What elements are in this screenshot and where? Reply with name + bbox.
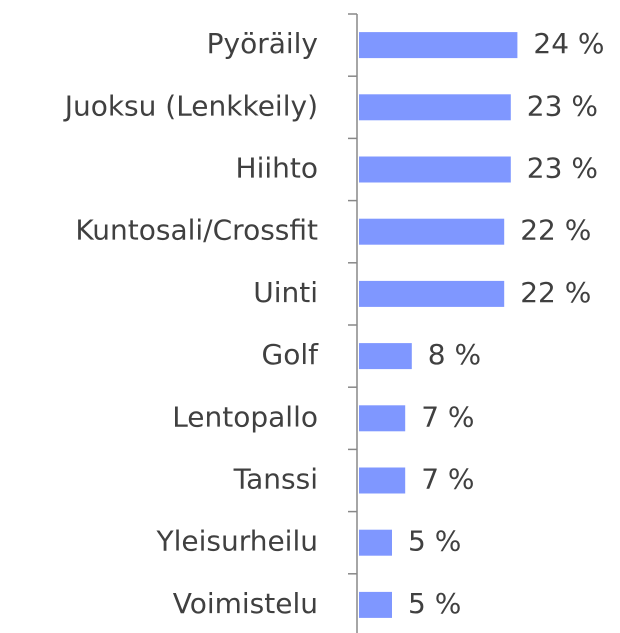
value-label: 7 % (421, 400, 474, 433)
value-label: 22 % (520, 214, 591, 247)
category-label: Voimistelu (173, 587, 318, 620)
value-label: 5 % (408, 525, 461, 558)
bar (359, 591, 392, 618)
bar (359, 280, 505, 307)
value-label: 23 % (527, 89, 598, 122)
bar (359, 467, 406, 494)
bar (359, 343, 412, 370)
bar (359, 32, 518, 59)
category-label: Golf (262, 338, 320, 371)
bar (359, 405, 406, 432)
value-label: 23 % (527, 152, 598, 185)
value-label: 24 % (533, 27, 604, 60)
category-label: Lentopallo (172, 400, 318, 433)
value-label: 5 % (408, 587, 461, 620)
bar (359, 94, 511, 121)
category-label: Tanssi (233, 463, 318, 496)
bar (359, 529, 392, 556)
category-label: Pyöräily (207, 27, 318, 60)
category-label: Yleisurheilu (155, 525, 318, 558)
category-label: Uinti (253, 276, 318, 309)
bar (359, 218, 505, 245)
value-label: 8 % (428, 338, 481, 371)
category-label: Kuntosali/Crossfit (75, 214, 318, 247)
value-label: 7 % (421, 463, 474, 496)
value-label: 22 % (520, 276, 591, 309)
category-label: Hiihto (236, 152, 318, 185)
bar (359, 156, 511, 183)
category-label: Juoksu (Lenkkeily) (63, 89, 318, 122)
